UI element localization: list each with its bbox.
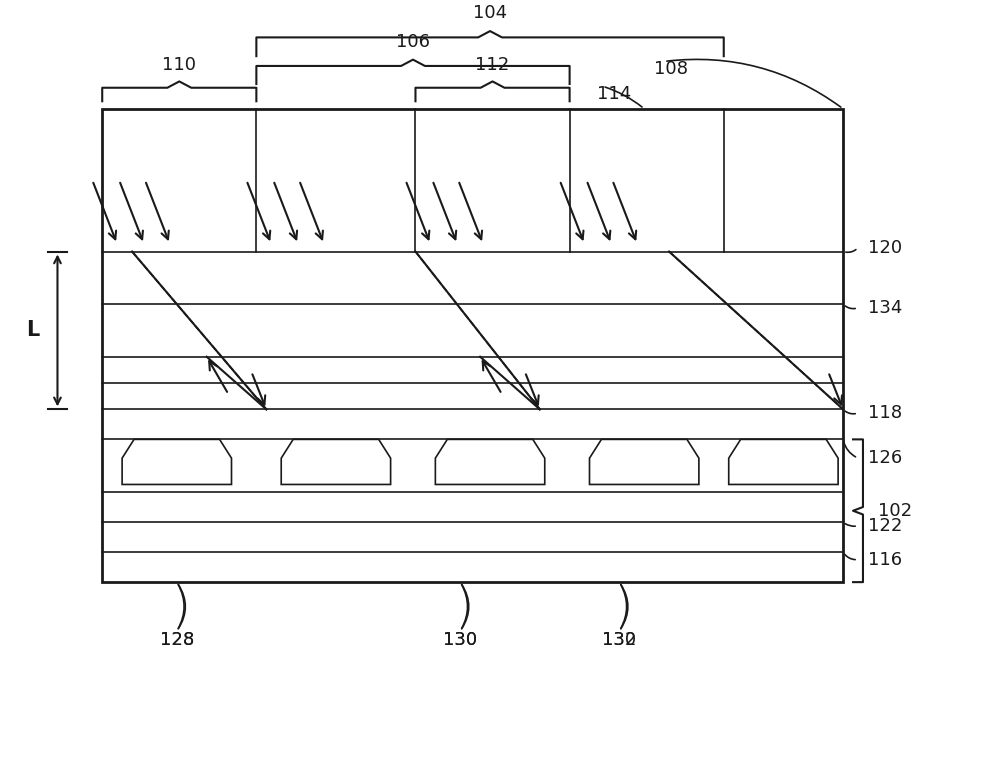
Text: 110: 110 [162,56,196,75]
Text: 134: 134 [868,299,902,317]
Text: 106: 106 [396,33,430,51]
Text: 120: 120 [868,239,902,257]
Text: 104: 104 [473,5,507,22]
Text: 130: 130 [443,631,477,649]
Text: L: L [26,321,39,341]
Polygon shape [590,439,699,484]
Text: 118: 118 [868,404,902,422]
Text: 130: 130 [602,631,636,649]
Text: 126: 126 [868,449,902,467]
Polygon shape [122,439,231,484]
Text: 128: 128 [160,631,194,649]
Text: 102: 102 [878,501,912,520]
Polygon shape [281,439,391,484]
Text: 128: 128 [160,631,194,649]
Text: 112: 112 [475,56,510,75]
Polygon shape [729,439,838,484]
Text: 122: 122 [868,517,902,534]
Text: 114: 114 [597,85,632,103]
Text: 132: 132 [602,631,637,649]
Text: 130: 130 [443,631,477,649]
Bar [102,108,843,582]
Text: 108: 108 [654,60,688,78]
Polygon shape [435,439,545,484]
Text: 116: 116 [868,551,902,568]
